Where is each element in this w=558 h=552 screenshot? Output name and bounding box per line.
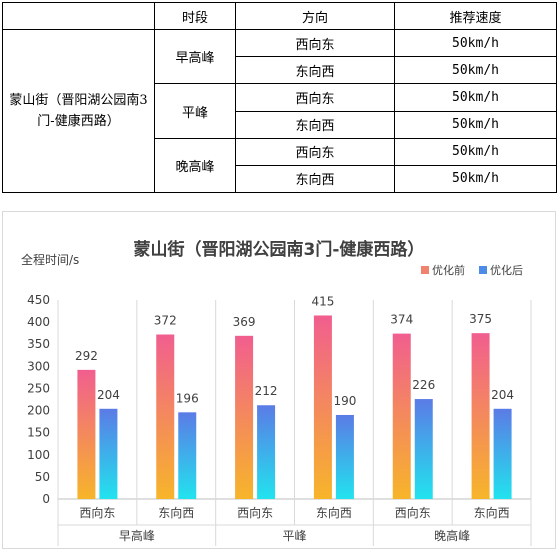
chart-panel: 蒙山街（晋阳湖公园南3门-健康西路） 全程时间/s 优化前 优化后 0 50 100 1…: [2, 211, 556, 549]
table-row: 东向西 50km/h: [3, 110, 557, 139]
x-tick-label: 东向西: [316, 505, 352, 520]
bar-chart: 蒙山街（晋阳湖公园南3门-健康西路） 全程时间/s 优化前 优化后 0 50 100 1…: [21, 239, 532, 546]
bars: [77, 315, 512, 499]
direction-cell: 西向东: [235, 137, 395, 166]
bar-优化后: [257, 405, 276, 499]
y-axis-label: 全程时间/s: [21, 252, 79, 267]
header-period: 时段: [154, 1, 236, 31]
chart-title: 蒙山街（晋阳湖公园南3门-健康西路）: [134, 239, 425, 260]
y-tick-label: 450: [27, 293, 50, 307]
bar-优化后: [493, 408, 512, 499]
period-cell: 平峰: [154, 83, 236, 139]
speed-cell: 50km/h: [394, 56, 557, 85]
y-tick-label: 50: [35, 470, 50, 484]
bar-优化前: [392, 333, 411, 499]
x-tick-label: 东向西: [158, 505, 194, 520]
bar-优化后: [178, 412, 197, 499]
data-label: 204: [97, 388, 120, 402]
speed-cell: 50km/h: [394, 137, 557, 166]
x-tick-label: 西向东: [79, 505, 115, 520]
bar-优化前: [235, 335, 254, 499]
legend: 优化前 优化后: [421, 263, 523, 277]
direction-cell: 东向西: [235, 56, 395, 85]
speed-cell: 50km/h: [394, 29, 557, 58]
table-row: 东向西 50km/h: [3, 56, 557, 85]
data-label: 415: [311, 294, 334, 308]
y-tick-label: 150: [27, 426, 50, 440]
legend-label: 优化后: [490, 263, 523, 277]
legend-label: 优化前: [432, 263, 465, 277]
speed-cell: 50km/h: [394, 83, 557, 112]
speed-cell: 50km/h: [394, 164, 557, 194]
legend-swatch: [479, 266, 487, 274]
speed-cell: 50km/h: [394, 110, 557, 139]
header-speed: 推荐速度: [394, 1, 557, 31]
period-cell: 早高峰: [154, 29, 236, 85]
table-row: 晚高峰 西向东 50km/h: [3, 137, 557, 194]
data-labels: 292 372 369 415 374 375 204 196 212 190 226 204: [75, 294, 514, 408]
direction-cell: 东向西: [235, 164, 395, 194]
data-label: 212: [255, 384, 278, 398]
y-tick-label: 350: [27, 337, 50, 351]
data-label: 369: [233, 315, 256, 329]
bar-优化前: [313, 315, 332, 499]
period-cell: 晚高峰: [154, 137, 236, 194]
y-tick-label: 300: [27, 359, 50, 373]
y-tick-label: 0: [42, 492, 50, 506]
bar-优化前: [156, 334, 175, 499]
data-label: 204: [491, 388, 514, 402]
data-label: 226: [412, 378, 435, 392]
bar-优化前: [471, 333, 490, 499]
x-tick-label: 西向东: [395, 505, 431, 520]
data-label: 292: [75, 349, 98, 363]
y-tick-label: 200: [27, 404, 50, 418]
bar-优化后: [99, 408, 118, 499]
y-tick-label: 400: [27, 315, 50, 329]
bar-优化后: [414, 399, 433, 499]
road-name-cell: 蒙山街（晋阳湖公园南3门-健康西路）: [2, 29, 155, 193]
direction-cell: 东向西: [235, 110, 395, 139]
axes: 0 50 100 150 200 250 300 350 400 450 西向东 东向西 西向东 东向西 西…: [27, 293, 532, 546]
table-row: 蒙山街（晋阳湖公园南3门-健康西路） 早高峰 西向东 50km/h: [2, 29, 557, 193]
data-label: 196: [176, 391, 199, 405]
direction-cell: 西向东: [235, 83, 395, 112]
data-label: 190: [333, 394, 356, 408]
direction-cell: 西向东: [235, 29, 395, 58]
legend-swatch: [421, 266, 429, 274]
data-label: 374: [390, 313, 413, 327]
group-label: 平峰: [282, 529, 306, 543]
speed-table: 时段 方向 推荐速度 蒙山街（晋阳湖公园南3门-健康西路） 早高峰 西向东 50…: [2, 1, 557, 194]
data-label: 372: [154, 313, 177, 327]
data-label: 375: [469, 312, 492, 326]
bar-优化后: [335, 414, 354, 499]
table-row: 东向西 50km/h: [3, 164, 557, 194]
y-tick-label: 100: [27, 448, 50, 462]
x-tick-label: 东向西: [474, 505, 510, 520]
bar-优化前: [77, 369, 96, 499]
x-tick-label: 西向东: [237, 505, 273, 520]
table-corner-cell: [2, 1, 155, 31]
group-label: 晚高峰: [434, 528, 470, 543]
y-tick-label: 250: [27, 381, 50, 395]
header-direction: 方向: [235, 1, 395, 31]
group-label: 早高峰: [119, 528, 155, 543]
table-header-row: 时段 方向 推荐速度: [2, 1, 557, 31]
